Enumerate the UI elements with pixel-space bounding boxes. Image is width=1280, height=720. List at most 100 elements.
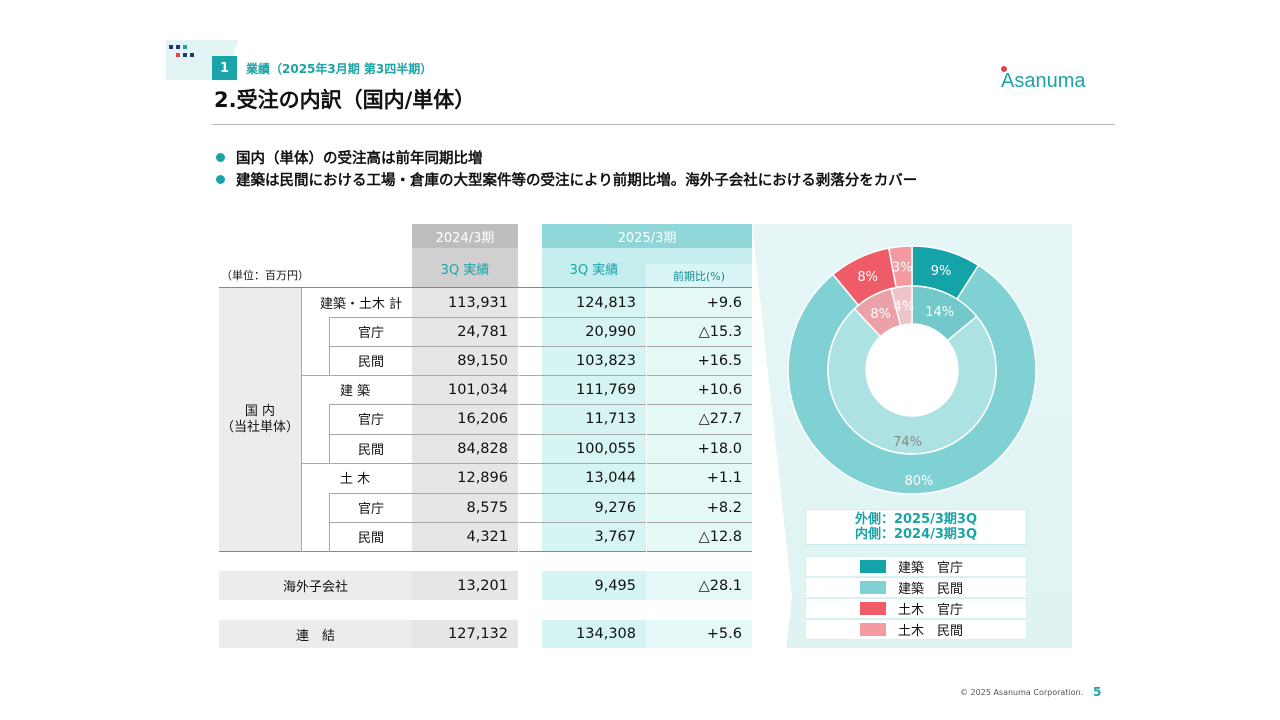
row-divider <box>301 463 752 464</box>
header-prev-q: 3Q 実績 <box>412 248 518 288</box>
page-title: 2.受注の内訳（国内/単体） <box>214 88 476 112</box>
header-yoy: 前期比(%) <box>646 264 752 288</box>
inner-ring-label: 14% <box>925 305 954 320</box>
section-label: 業績（2025年3月期 第3四半期） <box>246 62 433 76</box>
header-curr-q: 3Q 実績 <box>542 248 646 288</box>
legend-item: 建築 官庁 <box>805 556 1027 577</box>
prev-value: 4,321 <box>466 528 508 545</box>
legend-label: 建築 官庁 <box>898 561 964 576</box>
curr-column-bg <box>542 288 646 552</box>
row-label: 官庁 <box>358 326 385 341</box>
prev-value: 12,896 <box>457 469 508 486</box>
outer-ring-label: 8% <box>857 270 878 285</box>
legend-label: 建築 民間 <box>898 582 964 597</box>
yoy-value: +16.5 <box>697 352 742 369</box>
legend-item: 建築 民間 <box>805 577 1027 598</box>
row-divider <box>219 551 752 552</box>
row-divider <box>329 317 752 318</box>
curr-value: 20,990 <box>585 323 636 340</box>
yoy-value: +10.6 <box>697 381 742 398</box>
bullet-text: 国内（単体）の受注高は前年同期比増 <box>236 150 483 167</box>
row-label: 民間 <box>358 531 385 546</box>
header-curr-period: 2025/3期 <box>542 224 752 248</box>
inner-ring-label: 8% <box>870 307 891 322</box>
curr-value: 103,823 <box>576 352 636 369</box>
group-divider <box>301 288 302 552</box>
bullet-item: 建築は民間における工場・倉庫の大型案件等の受注により前期比増。海外子会社における… <box>216 168 917 190</box>
yoy-value: +9.6 <box>706 294 742 311</box>
legend-swatch <box>860 602 886 615</box>
prev-column-bg <box>412 288 518 552</box>
sub-divider <box>329 317 330 375</box>
sub-divider <box>329 404 330 463</box>
legend-swatch <box>860 560 886 573</box>
bullet-item: 国内（単体）の受注高は前年同期比増 <box>216 146 917 168</box>
consolidated-yoy: +5.6 <box>646 620 752 648</box>
legend-item: 土木 官庁 <box>805 598 1027 619</box>
bullet-text: 建築は民間における工場・倉庫の大型案件等の受注により前期比増。海外子会社における… <box>236 172 918 189</box>
group-label-bg <box>219 288 301 552</box>
inner-ring-label: 内側：2024/3期3Q <box>854 527 978 542</box>
row-divider <box>301 375 752 376</box>
curr-value: 3,767 <box>594 528 636 545</box>
page-number: 5 <box>1093 685 1102 699</box>
row-label: 民間 <box>358 443 385 458</box>
overseas-curr: 9,495 <box>542 571 646 600</box>
curr-value: 13,044 <box>585 469 636 486</box>
consolidated-curr: 134,308 <box>542 620 646 648</box>
row-label: 土 木 <box>340 472 371 487</box>
header-yoy-spacer <box>646 248 752 264</box>
legend-label: 土木 民間 <box>898 624 964 639</box>
copyright: © 2025 Asanuma Corporation. <box>960 688 1084 697</box>
asanuma-logo: Asanuma <box>1001 66 1086 92</box>
bullet-list: 国内（単体）の受注高は前年同期比増 建築は民間における工場・倉庫の大型案件等の受… <box>216 146 917 190</box>
consolidated-prev: 127,132 <box>412 620 518 648</box>
yoy-value: △15.3 <box>698 323 742 340</box>
row-label: 民間 <box>358 355 385 370</box>
legend-swatch <box>860 581 886 594</box>
curr-value: 11,713 <box>585 410 636 427</box>
ring-legend: 外側：2025/3期3Q 内側：2024/3期3Q <box>805 509 1027 545</box>
outer-ring-label: 80% <box>904 474 933 489</box>
prev-value: 84,828 <box>457 440 508 457</box>
curr-value: 100,055 <box>576 440 636 457</box>
prev-value: 8,575 <box>466 499 508 516</box>
col-divider <box>646 288 647 552</box>
row-label: 建 築 <box>340 384 371 399</box>
legend-swatch <box>860 623 886 636</box>
row-label: 建築・土木 計 <box>320 297 403 312</box>
curr-value: 9,276 <box>594 499 636 516</box>
row-label: 官庁 <box>358 502 385 517</box>
inner-ring-label: 4% <box>894 300 915 315</box>
row-divider <box>329 522 752 523</box>
outer-ring-label: 3% <box>892 260 913 275</box>
yoy-value: +18.0 <box>697 440 742 457</box>
section-number: 1 <box>212 56 237 80</box>
logo-text: Asanuma <box>1001 70 1086 92</box>
curr-value: 111,769 <box>576 381 636 398</box>
legend-label: 土木 官庁 <box>898 603 964 618</box>
col-gap <box>518 288 519 552</box>
consolidated-label: 連 結 <box>219 620 412 648</box>
row-divider <box>329 346 752 347</box>
legend-item: 土木 民間 <box>805 619 1027 640</box>
yoy-value: △27.7 <box>698 410 742 427</box>
row-divider <box>219 287 752 288</box>
prev-value: 16,206 <box>457 410 508 427</box>
prev-value: 24,781 <box>457 323 508 340</box>
yoy-column-bg <box>646 288 752 552</box>
overseas-label: 海外子会社 <box>219 571 412 600</box>
prev-value: 113,931 <box>448 294 508 311</box>
row-label: 官庁 <box>358 413 385 428</box>
curr-value: 124,813 <box>576 294 636 311</box>
sub-divider <box>329 493 330 552</box>
overseas-prev: 13,201 <box>412 571 518 600</box>
yoy-value: △12.8 <box>698 528 742 545</box>
header-prev-period: 2024/3期 <box>412 224 518 248</box>
prev-value: 89,150 <box>457 352 508 369</box>
row-divider <box>329 493 752 494</box>
row-divider <box>329 404 752 405</box>
donut-center <box>866 324 958 416</box>
donut-chart: 9%80%8%3%14%74%8%4% <box>787 245 1037 495</box>
bullet-dot-icon <box>216 174 225 184</box>
